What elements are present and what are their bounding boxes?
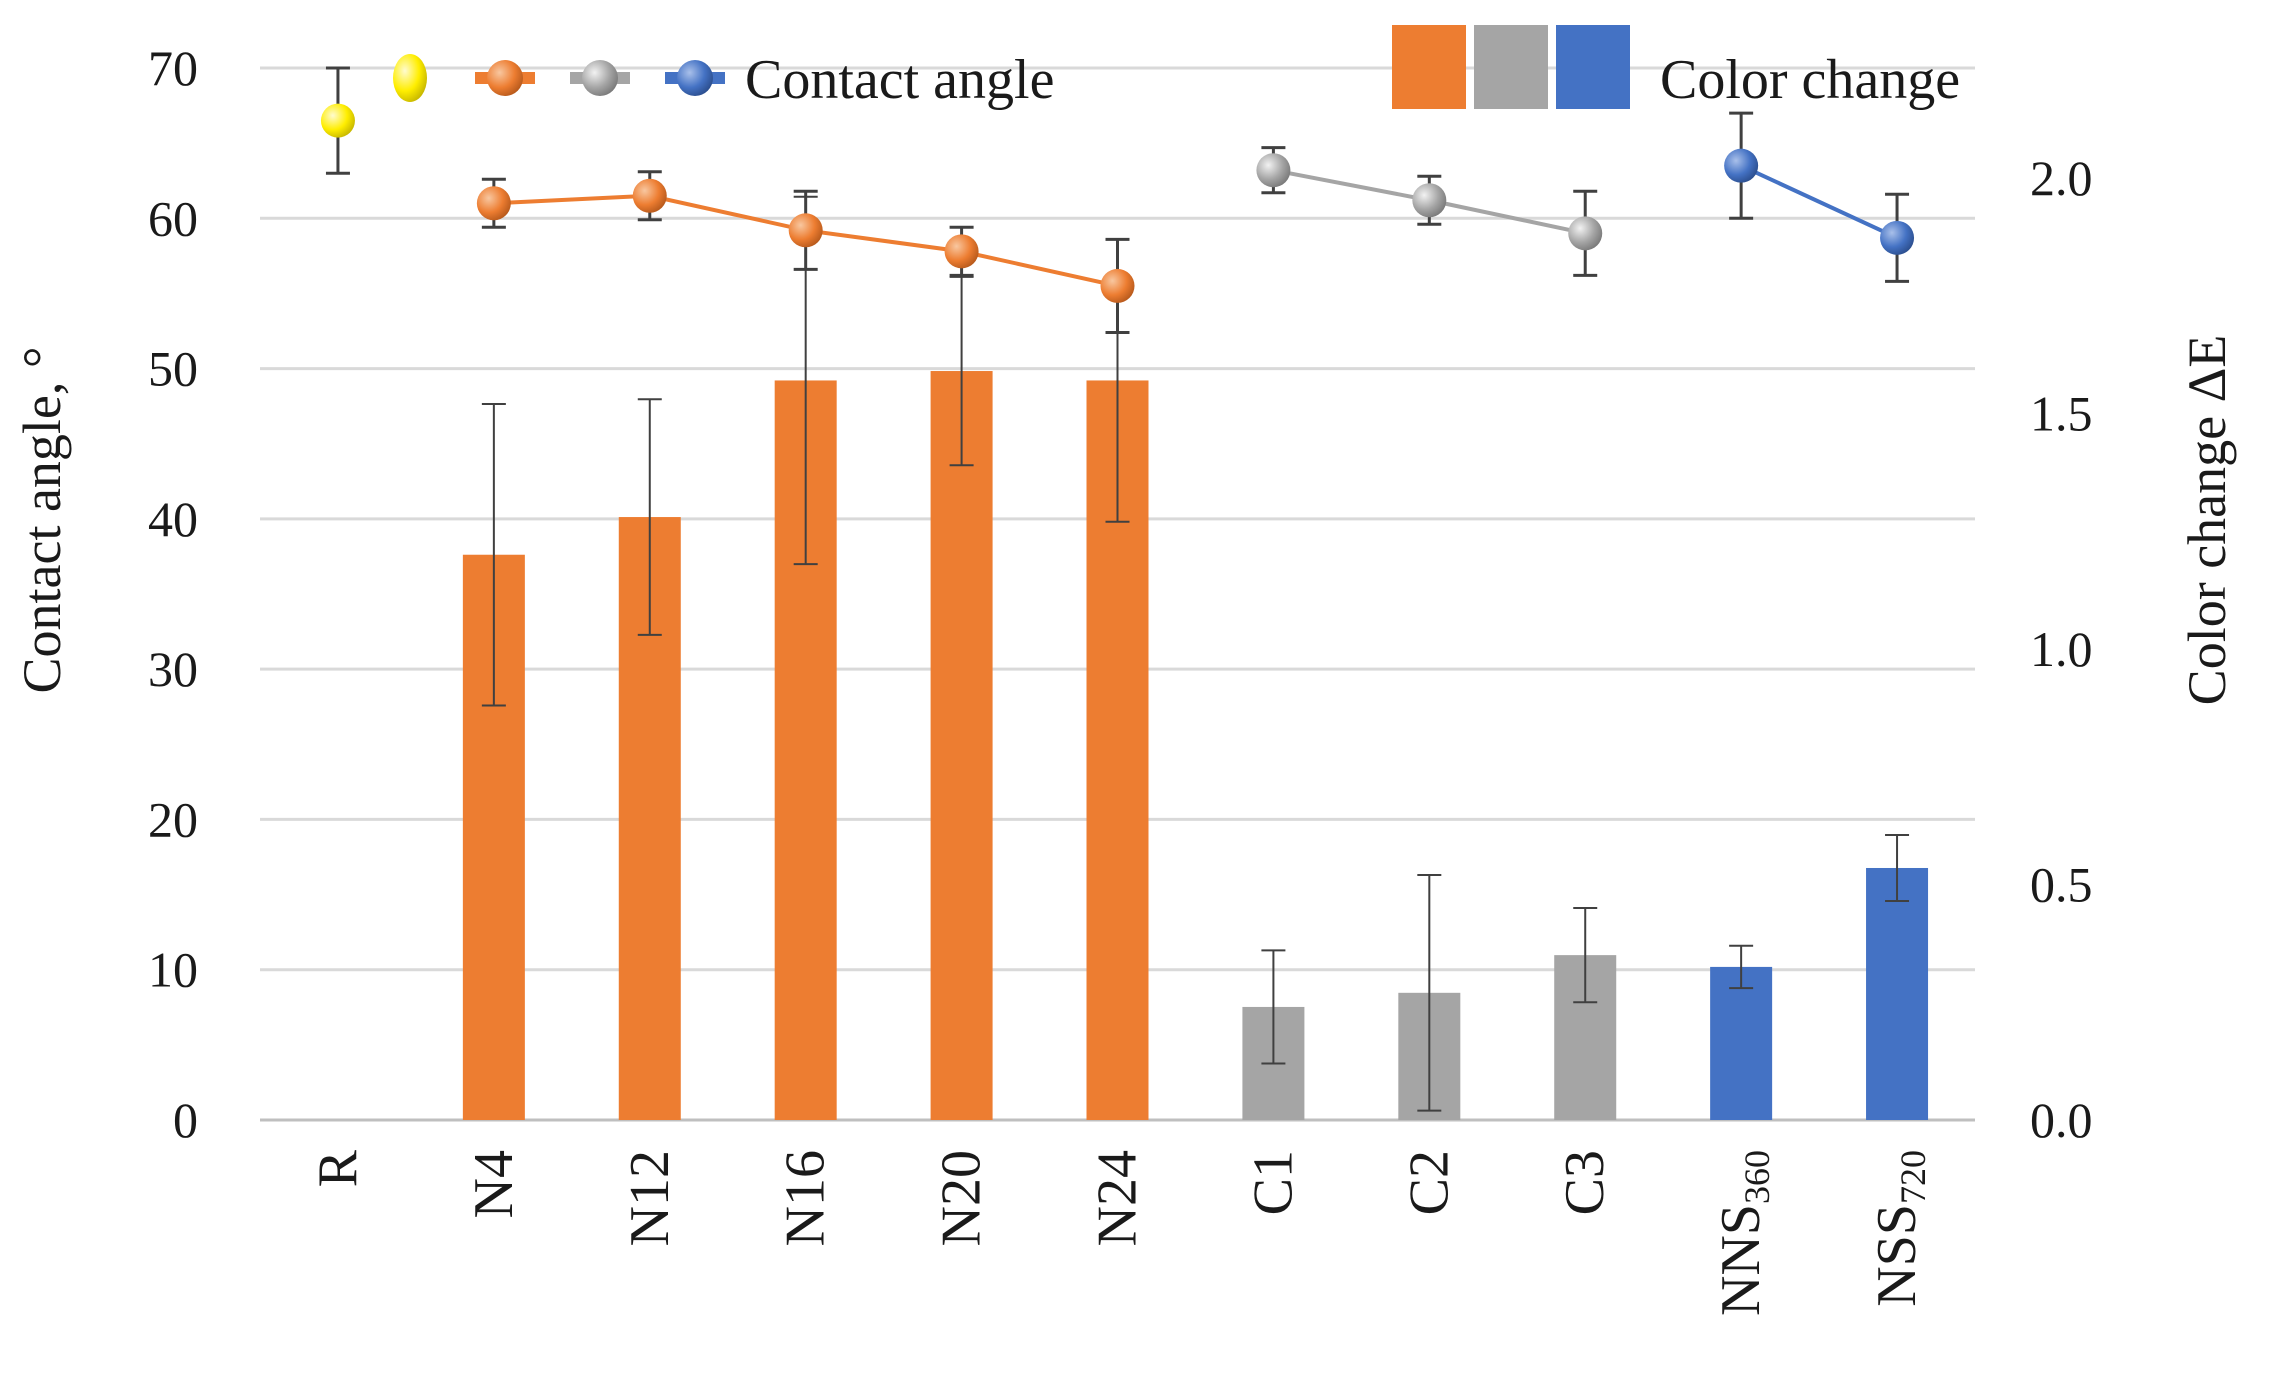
contact-angle-error-bars [325, 66, 1910, 335]
category-label: N24 [1087, 1150, 1149, 1246]
contact-marker-n16 [788, 213, 823, 248]
legend-marker-swatch [487, 60, 523, 96]
category-labels: R N4 N12 N16 N20 N24 C1 C2 C3 NNS360 NSS720 [307, 1149, 1933, 1316]
left-axis-ticks: 0 10 20 30 40 50 60 70 [148, 40, 198, 1148]
contact-angle-lines [493, 163, 1898, 288]
legend-contact-label: Contact angle [745, 49, 1054, 111]
color-change-bars [462, 371, 1929, 1121]
left-tick-label: 70 [148, 40, 198, 96]
left-tick-label: 30 [148, 641, 198, 697]
right-axis-title: Color change ΔE [2177, 335, 2237, 706]
contact-line-ns [1740, 163, 1898, 240]
color-change-error-bars [481, 195, 1910, 1112]
right-tick-label: 0.5 [2030, 856, 2093, 912]
left-tick-label: 60 [148, 190, 198, 246]
contact-marker-c1 [1256, 153, 1291, 188]
left-axis-title: Contact angle, ° [12, 347, 72, 694]
contact-angle-markers [320, 103, 1915, 303]
legend: Contact angle Color change [393, 25, 1960, 111]
contact-marker-n24 [1100, 268, 1135, 303]
contact-marker-c2 [1412, 183, 1447, 218]
category-label: NNS360 [1710, 1150, 1777, 1316]
legend-bar-swatch [1474, 25, 1548, 109]
category-label: N4 [463, 1150, 525, 1218]
left-tick-label: 50 [148, 341, 198, 397]
contact-marker-nns [1724, 148, 1759, 183]
contact-marker-n20 [944, 234, 979, 269]
category-label: C1 [1242, 1150, 1304, 1215]
legend-marker-swatch [393, 54, 427, 102]
left-tick-label: 0 [173, 1092, 198, 1148]
legend-bar-swatch [1392, 25, 1466, 109]
legend-color-label: Color change [1660, 49, 1960, 111]
category-label: N12 [619, 1150, 681, 1246]
left-tick-label: 20 [148, 791, 198, 847]
legend-marker-swatch [582, 60, 618, 96]
contact-marker-r [320, 103, 355, 138]
category-label: NSS720 [1866, 1150, 1933, 1307]
legend-marker-swatch [677, 60, 713, 96]
contact-marker-n12 [632, 178, 667, 213]
legend-bar-swatch [1556, 25, 1630, 109]
bar-n20 [930, 371, 993, 1121]
left-tick-label: 10 [148, 942, 198, 998]
category-label: N20 [931, 1150, 993, 1246]
bar-nss [1866, 867, 1929, 1120]
contact-marker-c3 [1568, 216, 1603, 251]
right-axis-ticks: 0.0 0.5 1.0 1.5 2.0 [2030, 150, 2093, 1148]
right-tick-label: 2.0 [2030, 150, 2093, 206]
right-tick-label: 1.0 [2030, 621, 2093, 677]
right-tick-label: 1.5 [2030, 385, 2093, 441]
category-label: R [307, 1149, 369, 1187]
contact-marker-nss [1880, 220, 1915, 255]
contact-marker-n4 [476, 186, 511, 221]
right-tick-label: 0.0 [2030, 1092, 2093, 1148]
bar-nns [1710, 966, 1773, 1120]
category-label: N16 [775, 1150, 837, 1246]
category-label: C3 [1554, 1150, 1616, 1215]
left-tick-label: 40 [148, 491, 198, 547]
category-label: C2 [1398, 1150, 1460, 1215]
